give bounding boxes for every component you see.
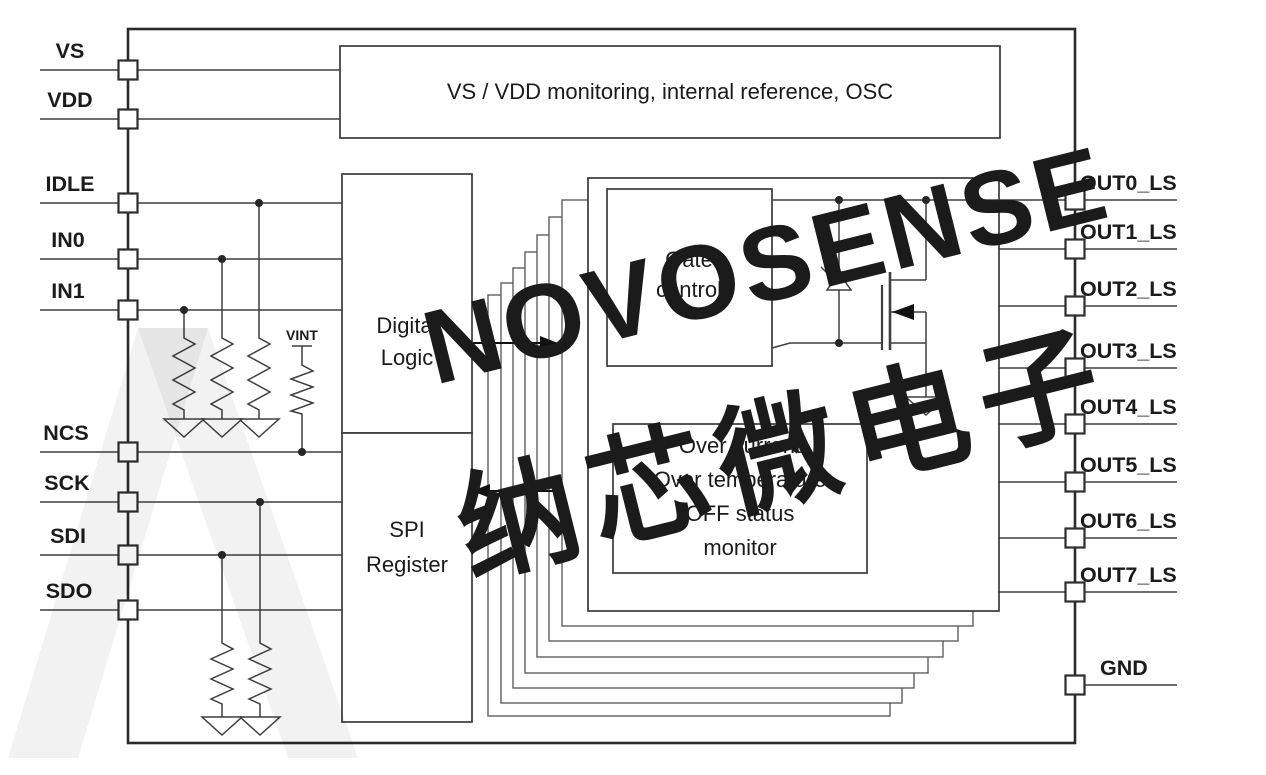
pin-pad-sdo (117, 599, 139, 621)
monitoring-block (339, 45, 1001, 139)
pin-pad-out4 (1064, 413, 1086, 435)
monitor-label-4: monitor (703, 535, 776, 560)
pin-label-out4: OUT4_LS (1080, 395, 1177, 419)
junction-dot (255, 199, 263, 207)
pin-pad-sck (117, 491, 139, 513)
pin-pad-vs (117, 59, 139, 81)
pin-label-sck: SCK (44, 471, 90, 495)
mosfet-arrow-icon (892, 304, 914, 320)
gate-control-label-2: control (656, 277, 722, 302)
junction-dot (180, 306, 188, 314)
pin-label-out1: OUT1_LS (1080, 220, 1177, 244)
pin-pad-vdd (117, 108, 139, 130)
in0-pulldown-resistor (209, 259, 235, 419)
pin-label-sdo: SDO (46, 579, 93, 603)
ground-icon (162, 418, 206, 439)
pin-pads (117, 59, 1086, 696)
junction-dots (180, 196, 930, 559)
pin-label-out5: OUT5_LS (1080, 453, 1177, 477)
pin-label-out6: OUT6_LS (1080, 509, 1177, 533)
arrow-right-icon (540, 336, 558, 350)
arrow-left-icon (472, 484, 490, 498)
sdi-pulldown-resistor (209, 555, 235, 717)
output-stage (771, 199, 1177, 417)
idle-pulldown-resistor (246, 203, 272, 419)
pin-pad-sdi (117, 544, 139, 566)
pin-pad-out2 (1064, 295, 1086, 317)
mosfet-drain-wire (890, 200, 927, 281)
pin-pad-idle (117, 192, 139, 214)
ground-symbols-left (162, 418, 282, 737)
junction-dot (835, 196, 843, 204)
pin-pad-out6 (1064, 527, 1086, 549)
ncs-pullup-resistor (288, 346, 316, 452)
pin-pad-gnd (1064, 674, 1086, 696)
novosense-logo-chevron-icon (8, 328, 208, 758)
gate-control-label-1: Gate (665, 247, 713, 272)
ground-icon (237, 418, 281, 439)
pin-pad-ncs (117, 441, 139, 463)
pin-label-out3: OUT3_LS (1080, 339, 1177, 363)
ground-icon (200, 716, 244, 737)
monitoring-block-label: VS / VDD monitoring, internal reference,… (447, 79, 893, 104)
pin-pad-out3 (1064, 357, 1086, 379)
out-wires (998, 248, 1177, 686)
junction-dot (218, 551, 226, 559)
pin-label-ncs: NCS (43, 421, 88, 445)
monitor-label-3: OFF status (686, 501, 795, 526)
pin-label-out0: OUT0_LS (1080, 171, 1177, 195)
pin-pad-out0 (1064, 189, 1086, 211)
left-pin-wires (40, 69, 342, 611)
left-pin-labels: VS VDD IDLE IN0 IN1 NCS SCK SDI SDO (43, 39, 94, 603)
pin-label-vdd: VDD (47, 88, 92, 112)
monitor-label-2: Over temperature (654, 467, 826, 492)
gate-wire (771, 342, 882, 349)
junction-dot (218, 255, 226, 263)
chip-outline (126, 27, 1077, 745)
pin-label-out2: OUT2_LS (1080, 277, 1177, 301)
ground-icon (238, 716, 282, 737)
pin-pad-out5 (1064, 471, 1086, 493)
spi-register-label-1: SPI (389, 517, 424, 542)
vint-label: VINT (286, 327, 318, 343)
in1-pulldown-resistor (171, 310, 197, 419)
digital-logic-label-2: Logic (381, 345, 434, 370)
mosfet-source-wire (890, 312, 927, 397)
pin-pad-out1 (1064, 238, 1086, 260)
junction-dot (835, 339, 843, 347)
pin-pad-out7 (1064, 581, 1086, 603)
pin-label-vs: VS (56, 39, 85, 63)
novosense-logo-chevron-icon (138, 328, 358, 758)
digital-logic-block (341, 173, 473, 434)
spi-register-block (341, 432, 473, 723)
monitor-block (612, 423, 868, 574)
sck-pulldown-resistor (247, 502, 273, 717)
ground-icon (904, 396, 948, 417)
pin-pad-in0 (117, 248, 139, 270)
input-resistor-network (171, 203, 316, 717)
junction-dot (256, 498, 264, 506)
junction-dot (922, 196, 930, 204)
pin-label-in0: IN0 (51, 228, 85, 252)
pin-label-idle: IDLE (46, 172, 95, 196)
bus-arrows (472, 336, 558, 498)
pin-pad-in1 (117, 299, 139, 321)
gate-control-block (606, 188, 773, 367)
pin-label-out7: OUT7_LS (1080, 563, 1177, 587)
right-pin-labels: OUT0_LS OUT1_LS OUT2_LS OUT3_LS OUT4_LS … (1080, 171, 1177, 680)
pin-label-sdi: SDI (50, 524, 86, 548)
monitor-label-1: Over current (679, 433, 801, 458)
digital-logic-label-1: Digital (376, 313, 437, 338)
ground-icon (200, 418, 244, 439)
spi-register-label-2: Register (366, 552, 448, 577)
junction-dot (298, 448, 306, 456)
pin-label-in1: IN1 (51, 279, 85, 303)
pin-label-gnd: GND (1100, 656, 1148, 680)
